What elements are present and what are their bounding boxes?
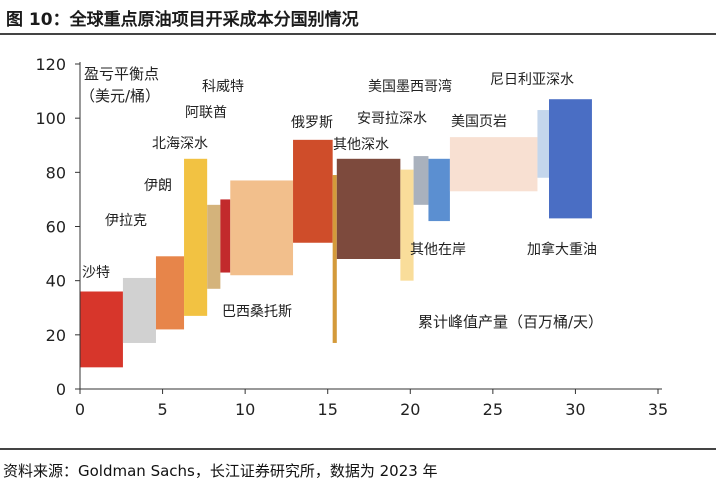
label-angola: 安哥拉深水 <box>357 111 427 127</box>
bar-其他深水 <box>336 158 401 259</box>
y-tick-label-120: 120 <box>35 55 66 74</box>
y-axis-label-line-2: （美元/桶） <box>80 87 160 105</box>
label-other-onshore: 其他在岸 <box>410 242 466 258</box>
y-tick-label-20: 20 <box>46 326 66 345</box>
bar-伊朗 <box>155 256 185 330</box>
bar-阿联酋 <box>207 204 221 289</box>
label-gulf-of-mexico: 美国墨西哥湾 <box>368 78 452 95</box>
label-iran: 伊朗 <box>144 178 172 194</box>
x-tick-label-0: 0 <box>75 400 85 419</box>
figure-title: 图 10：全球重点原油项目开采成本分国别情况 <box>6 10 359 30</box>
label-north-sea: 北海深水 <box>152 136 208 152</box>
bar-美国墨西哥湾 <box>428 158 450 222</box>
top-rule <box>0 33 716 35</box>
y-axis-label-line-1: 盈亏平衡点 <box>84 65 159 83</box>
x-tick-label-10: 10 <box>235 400 255 419</box>
ticks-layer: 0 5 10 15 20 25 30 35 0 20 40 60 80 100 120 <box>35 55 668 419</box>
y-tick-label-80: 80 <box>46 163 66 182</box>
chart: 0 5 10 15 20 25 30 35 0 20 40 60 80 100 120 盈亏平衡点 （美元/… <box>35 55 668 419</box>
bar-沙特 <box>80 291 123 368</box>
x-tick-label-35: 35 <box>648 400 668 419</box>
label-other-deepwater: 其他深水 <box>333 137 389 153</box>
label-russia: 俄罗斯 <box>291 115 333 131</box>
y-tick-label-0: 0 <box>56 380 66 399</box>
label-saudi: 沙特 <box>82 265 110 281</box>
bar-尼日利亚深水 <box>537 110 550 178</box>
y-tick-label-40: 40 <box>46 272 66 291</box>
y-tick-label-60: 60 <box>46 218 66 237</box>
bar-北海深水 <box>184 158 208 316</box>
bar-其他在岸 <box>400 169 414 281</box>
x-tick-label-5: 5 <box>157 400 167 419</box>
x-tick-label-25: 25 <box>483 400 503 419</box>
bar-安哥拉深水 <box>413 156 429 205</box>
x-tick-label-20: 20 <box>400 400 420 419</box>
x-tick-label-15: 15 <box>318 400 338 419</box>
label-brazil: 巴西桑托斯 <box>222 304 292 320</box>
label-nigeria: 尼日利亚深水 <box>490 72 574 88</box>
bar-伊拉克 <box>122 277 156 343</box>
label-shale: 美国页岩 <box>451 114 507 130</box>
bar-科威特 <box>220 199 231 273</box>
label-iraq: 伊拉克 <box>105 213 147 229</box>
y-tick-label-100: 100 <box>35 109 66 128</box>
bar-segment-8 <box>332 175 337 343</box>
x-tick-label-30: 30 <box>565 400 585 419</box>
bottom-rule <box>0 448 716 450</box>
bar-俄罗斯 <box>293 139 333 243</box>
bars-layer <box>80 99 592 368</box>
label-canada: 加拿大重油 <box>527 241 597 258</box>
bar-巴西桑托斯 <box>230 180 294 276</box>
bar-美国页岩 <box>449 137 538 192</box>
label-kuwait: 科威特 <box>202 79 244 95</box>
label-uae: 阿联酋 <box>185 104 227 121</box>
bar-加拿大重油 <box>549 99 592 219</box>
figure-source: 资料来源：Goldman Sachs，长江证券研究所，数据为 2023 年 <box>3 462 438 480</box>
x-axis-label: 累计峰值产量（百万桶/天） <box>418 313 603 331</box>
